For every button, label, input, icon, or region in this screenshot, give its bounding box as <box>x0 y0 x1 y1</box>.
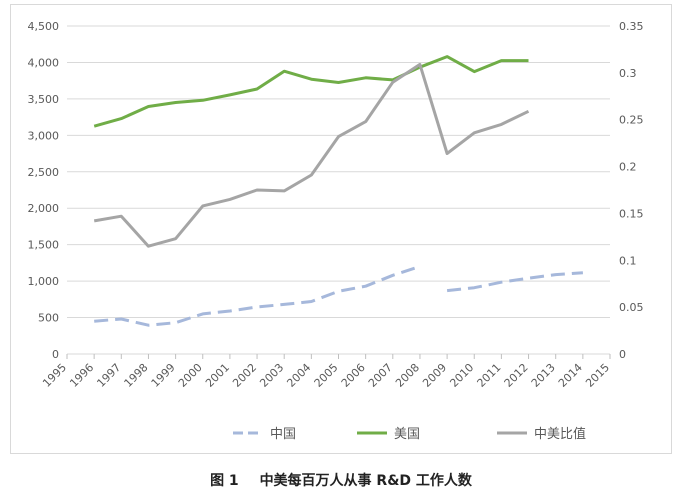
x-tick-label: 2009 <box>420 361 449 390</box>
y-right-tick-label: 0.1 <box>619 254 637 267</box>
chart-frame: 0 500 1,000 1,500 2,000 2,500 3,000 3,500 4,000 4… <box>10 4 672 454</box>
y-right-tick-label: 0.35 <box>619 20 644 33</box>
series-line <box>93 62 530 248</box>
x-tick-label: 1995 <box>40 361 69 390</box>
x-tick-label: 2011 <box>475 361 504 390</box>
x-tick-label: 1999 <box>149 361 178 390</box>
series-line <box>94 265 421 327</box>
y-right-tick-label: 0.25 <box>619 114 644 127</box>
x-tick-label: 2001 <box>203 361 232 390</box>
x-tick-label: 2006 <box>339 361 368 390</box>
y-left-tick-label: 3,000 <box>28 129 60 142</box>
x-tick-label: 2000 <box>176 361 205 390</box>
x-tick-label: 2004 <box>284 361 313 390</box>
x-tick-label: 2013 <box>529 361 558 390</box>
y-left-tick-label: 2,000 <box>28 202 60 215</box>
x-tick-label: 2002 <box>230 361 259 390</box>
legend-label: 中美比值 <box>534 426 586 442</box>
x-tick-label: 2015 <box>583 361 612 390</box>
x-tick-label: 1998 <box>122 361 151 390</box>
x-tick-label: 2010 <box>447 361 476 390</box>
y-left-tick-label: 1,000 <box>28 275 60 288</box>
x-tick-label: 2008 <box>393 361 422 390</box>
y-right-tick-label: 0 <box>619 348 626 361</box>
y-left-tick-label: 500 <box>38 312 59 325</box>
x-tick-label: 1996 <box>67 361 96 390</box>
caption-title: 中美每百万人从事 R&D 工作人数 <box>259 473 472 489</box>
legend-label: 美国 <box>394 427 420 442</box>
y-left-tick-label: 0 <box>52 348 59 361</box>
y-right-tick-label: 0.15 <box>619 207 644 220</box>
y-left-tick-label: 3,500 <box>28 93 60 106</box>
figure-caption: 图 1 中美每百万人从事 R&D 工作人数 <box>0 470 682 490</box>
x-tick-label: 2007 <box>366 361 395 390</box>
y-left-tick-label: 4,000 <box>28 56 60 69</box>
y-right-tick-label: 0.05 <box>619 301 644 314</box>
legend-label: 中国 <box>270 427 296 442</box>
series-line <box>93 55 529 128</box>
x-tick-label: 2005 <box>312 361 341 390</box>
y-left-tick-label: 1,500 <box>28 239 60 252</box>
x-tick-label: 2003 <box>257 361 286 390</box>
y-right-tick-label: 0.2 <box>619 161 637 174</box>
series-line <box>446 271 584 293</box>
x-tick-label: 2012 <box>502 361 531 390</box>
x-tick-label: 2014 <box>556 361 585 390</box>
y-left-tick-label: 4,500 <box>28 20 60 33</box>
x-tick-label: 1997 <box>94 361 123 390</box>
caption-figure-number: 图 1 <box>210 473 239 489</box>
y-left-tick-label: 2,500 <box>28 166 60 179</box>
y-right-tick-label: 0.3 <box>619 67 637 80</box>
chart-plot: 0 500 1,000 1,500 2,000 2,500 3,000 3,500 4,000 4… <box>28 20 644 442</box>
